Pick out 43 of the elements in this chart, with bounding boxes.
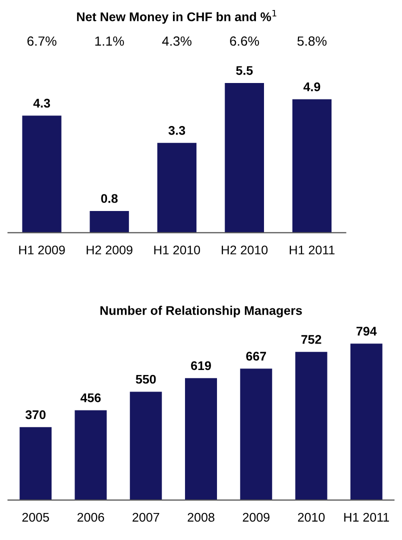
text: 4.3% xyxy=(162,36,192,46)
data-label: 794 xyxy=(356,326,377,336)
bar xyxy=(20,427,52,500)
bar xyxy=(130,392,162,500)
data-label: 752 xyxy=(301,335,322,344)
data-label: 370 xyxy=(25,410,46,420)
data-label: 5.5 xyxy=(236,66,253,75)
x-tick-label: 2009 xyxy=(242,512,270,522)
x-tick-label: 2005 xyxy=(22,512,49,522)
text: 5.8% xyxy=(297,36,327,46)
chart-title: Number of Relationship Managers xyxy=(100,306,302,318)
bar xyxy=(350,344,382,500)
x-tick-label: H1 2009 xyxy=(19,246,65,254)
data-label: 456 xyxy=(80,393,101,402)
data-label: 3.3 xyxy=(168,126,186,135)
data-label: 4.3 xyxy=(33,98,50,108)
x-tick-label: 2008 xyxy=(188,512,214,522)
x-tick-label: 2007 xyxy=(132,512,160,522)
x-tick-label: 2006 xyxy=(77,512,104,522)
text: 1.1% xyxy=(95,36,124,46)
bar xyxy=(240,368,272,500)
text: 6.6% xyxy=(230,36,259,46)
x-tick-label: H1 2011 xyxy=(290,246,335,254)
x-tick-label: H2 2009 xyxy=(86,246,132,254)
data-label: 550 xyxy=(136,374,156,384)
data-label: 0.8 xyxy=(101,194,118,203)
bar xyxy=(90,210,129,233)
x-tick-label: 2010 xyxy=(298,512,325,522)
data-label: 4.9 xyxy=(303,82,320,92)
data-label: 619 xyxy=(191,361,211,370)
x-tick-label: H1 2010 xyxy=(154,246,200,254)
chart-title: Net New Money in CHF bn and %$^{1}$ xyxy=(77,10,276,24)
bar xyxy=(74,410,107,500)
bar xyxy=(22,116,62,233)
x-tick-label: H2 2010 xyxy=(222,246,268,254)
x-tick-label: H1 2011 xyxy=(344,512,389,522)
bar xyxy=(157,142,196,233)
text: 6.7% xyxy=(27,36,56,46)
bar xyxy=(292,99,332,233)
bar xyxy=(224,82,264,233)
data-label: 667 xyxy=(246,352,266,361)
bar xyxy=(295,352,328,500)
bar xyxy=(185,378,217,500)
